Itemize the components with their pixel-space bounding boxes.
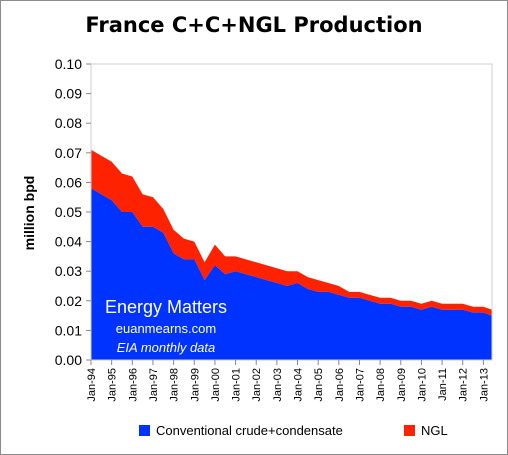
- legend-label-ngl: NGL: [421, 423, 448, 438]
- watermark-source: EIA monthly data: [117, 340, 216, 355]
- x-tick-label: Jan-06: [334, 368, 346, 402]
- legend-item-ngl: NGL: [404, 423, 448, 438]
- plot-areas: [91, 149, 492, 360]
- watermark-site: euanmearns.com: [116, 321, 216, 336]
- watermark-brand: Energy Matters: [105, 297, 227, 317]
- x-tick-label: Jan-13: [478, 368, 490, 402]
- y-tick-label: 0.05: [55, 204, 82, 220]
- x-tick-label: Jan-12: [458, 368, 470, 402]
- y-tick-label: 0.04: [55, 234, 82, 250]
- area-series-ngl: [91, 149, 492, 316]
- x-tick-label: Jan-00: [210, 368, 222, 402]
- x-tick-label: Jan-09: [396, 368, 408, 402]
- x-tick-label: Jan-11: [437, 368, 449, 401]
- x-tick-label: Jan-98: [169, 368, 181, 402]
- x-tick-label: Jan-01: [231, 368, 243, 402]
- y-tick-label: 0.07: [55, 145, 82, 161]
- x-tick-label: Jan-95: [107, 368, 119, 402]
- y-tick-label: 0.10: [55, 56, 82, 72]
- x-tick-label: Jan-96: [127, 368, 139, 402]
- x-tick-label: Jan-04: [293, 368, 305, 402]
- y-tick-label: 0.02: [55, 293, 82, 309]
- x-tick-label: Jan-99: [189, 368, 201, 402]
- x-tick-label: Jan-08: [375, 368, 387, 402]
- y-tick-label: 0.06: [55, 174, 82, 190]
- legend-label-crude: Conventional crude+condensate: [156, 423, 343, 438]
- y-tick-label: 0.01: [55, 322, 82, 338]
- x-tick-label: Jan-10: [416, 368, 428, 402]
- y-tick-label: 0.03: [55, 263, 82, 279]
- axes: 0.00 0.01 0.02 0.03 0.04 0.05 0.06 0.07 0.08 0.09…: [55, 56, 493, 402]
- legend: Conventional crude+condensate NGL: [1, 423, 507, 443]
- chart-title: France C+C+NGL Production: [85, 13, 423, 37]
- y-tick-label: 0.08: [55, 115, 82, 131]
- y-tick-label: 0.00: [55, 352, 82, 368]
- x-tick-label: Jan-97: [148, 368, 160, 402]
- x-tick-label: Jan-02: [251, 368, 263, 402]
- y-tick-label: 0.09: [55, 86, 82, 102]
- area-series-crude: [91, 188, 492, 360]
- legend-swatch-ngl: [404, 425, 415, 436]
- y-axis-label: million bpd: [21, 176, 37, 251]
- legend-swatch-crude: [139, 425, 150, 436]
- x-tick-label: Jan-03: [272, 368, 284, 402]
- x-tick-label: Jan-07: [355, 368, 367, 402]
- legend-item-crude: Conventional crude+condensate: [139, 423, 343, 438]
- x-tick-label: Jan-94: [86, 368, 98, 402]
- x-tick-label: Jan-05: [313, 368, 325, 402]
